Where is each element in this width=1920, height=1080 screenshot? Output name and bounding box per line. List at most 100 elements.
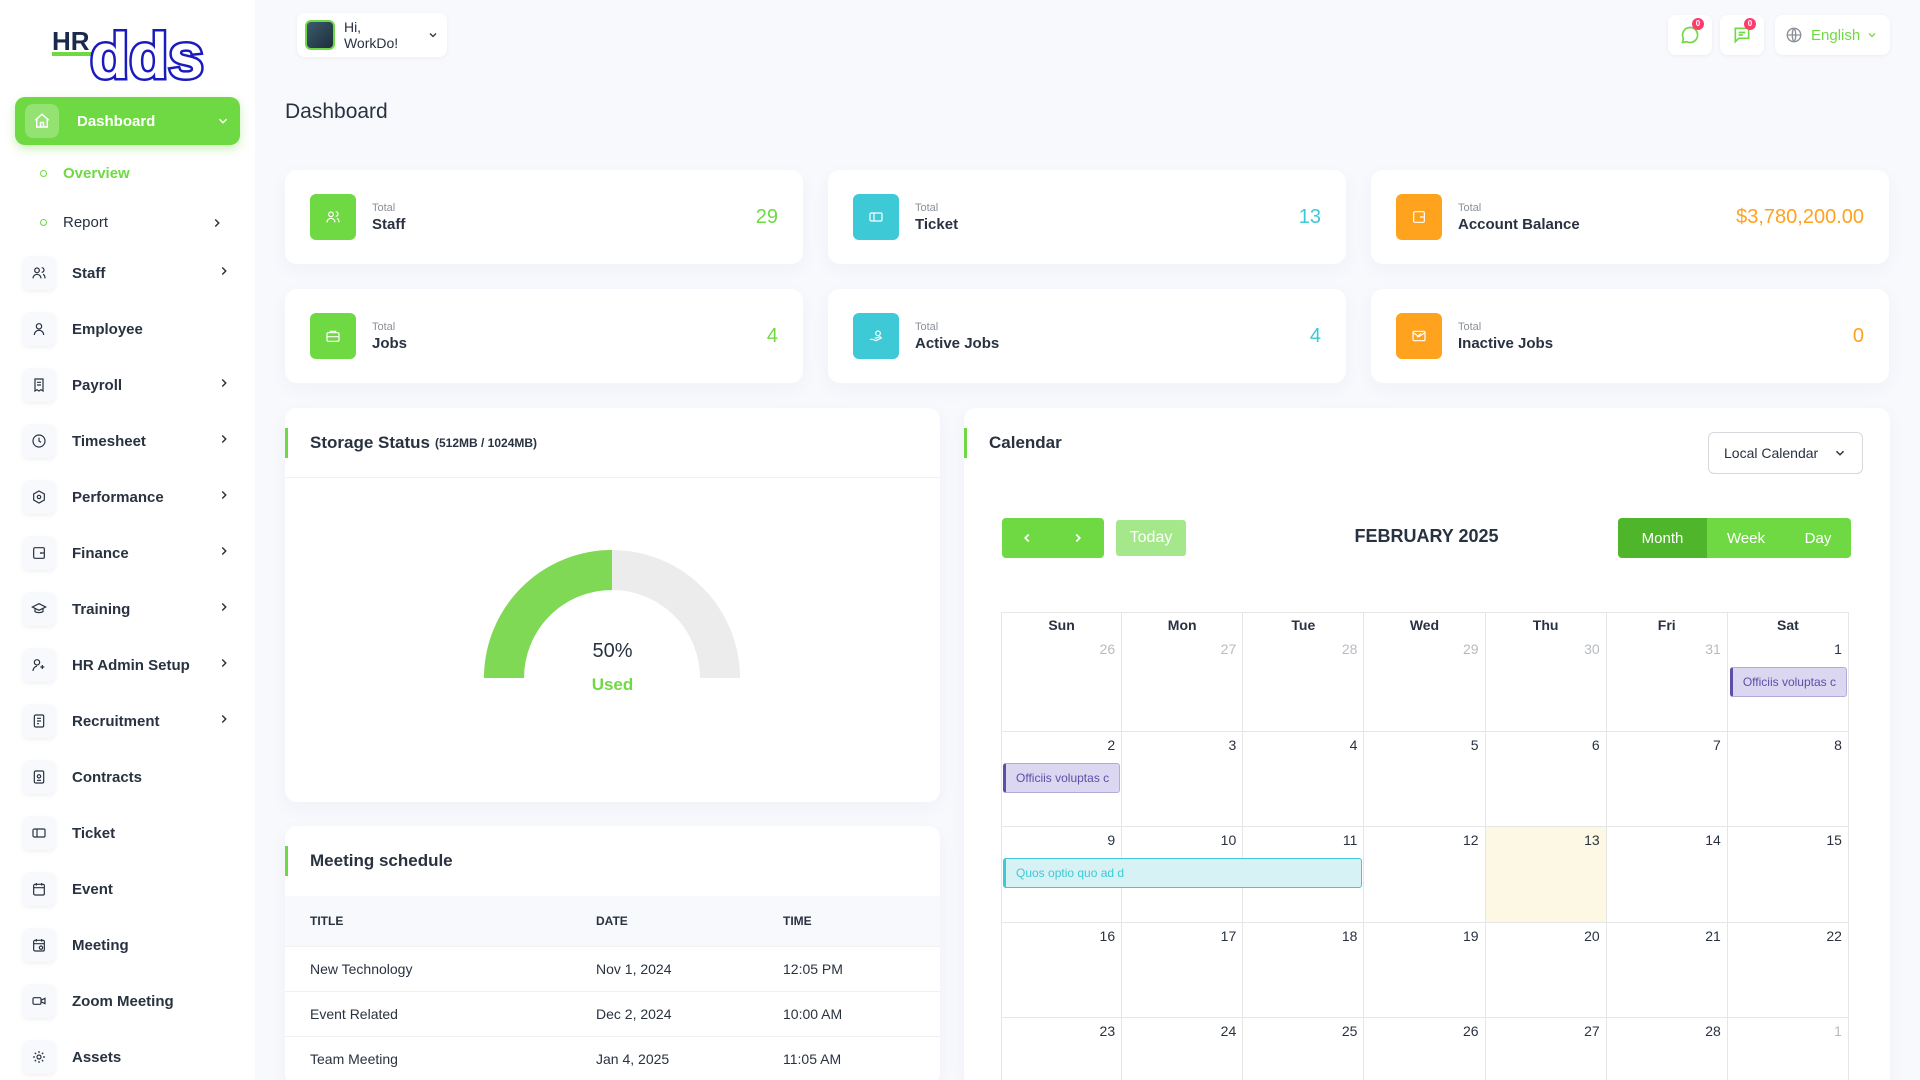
stat-text: Total Staff — [372, 202, 756, 233]
calendar-event[interactable]: Officiis voluptas c — [1729, 667, 1847, 697]
calendar-day-cell[interactable]: 30 — [1485, 636, 1607, 732]
wallet-icon — [1413, 211, 1425, 223]
calendar-day-cell[interactable]: 3 — [1122, 731, 1244, 827]
sidebar-item-hr-admin-setup[interactable]: HR Admin Setup — [22, 645, 237, 685]
table-row[interactable]: New Technology Nov 1, 2024 12:05 PM — [285, 946, 940, 991]
submenu-indicator — [217, 656, 231, 675]
calendar-day-cell[interactable]: 18 — [1243, 922, 1365, 1018]
view-day-button[interactable]: Day — [1785, 518, 1851, 558]
calendar-event[interactable]: Officiis voluptas c — [1003, 762, 1121, 793]
messages-button[interactable]: 0 — [1668, 15, 1712, 55]
sidebar-item-ticket[interactable]: Ticket — [22, 813, 237, 853]
calendar-day-cell[interactable]: 1 — [1728, 1018, 1849, 1080]
sidebar-item-training[interactable]: Training — [22, 589, 237, 629]
calendar-day-cell[interactable]: 26 — [1364, 1018, 1486, 1080]
calendar-day-cell[interactable]: 1 — [1727, 636, 1849, 732]
prev-month-button[interactable] — [1002, 518, 1052, 558]
user-plus-icon — [32, 659, 45, 672]
hand-coin-icon — [870, 330, 883, 342]
sidebar-icon-box — [22, 592, 56, 626]
calendar-day-cell[interactable]: 16 — [1001, 922, 1123, 1018]
calendar-day-cell[interactable]: 13 — [1485, 827, 1607, 923]
table-row[interactable]: Team Meeting Jan 4, 2025 11:05 AM — [285, 1036, 940, 1080]
meeting-title: Event Related — [310, 1006, 398, 1022]
stat-value: 29 — [755, 205, 778, 228]
day-number: 17 — [1220, 927, 1237, 944]
day-number: 15 — [1826, 832, 1842, 848]
sidebar-item-event[interactable]: Event — [22, 869, 237, 909]
receipt-icon — [34, 378, 44, 393]
calendar-day-cell[interactable]: 15 — [1727, 827, 1849, 923]
chevron-right-icon — [221, 266, 227, 275]
sidebar-item-recruitment[interactable]: Recruitment — [22, 701, 237, 741]
stat-label: Account Balance — [1458, 215, 1580, 233]
submenu-indicator — [217, 264, 231, 283]
calendar-day-cell[interactable]: 26 — [1001, 636, 1123, 732]
view-week-button[interactable]: Week — [1707, 518, 1785, 558]
sidebar-item-payroll[interactable]: Payroll — [22, 365, 237, 405]
sidebar-item-employee[interactable]: Employee — [22, 309, 237, 349]
table-row[interactable]: Event Related Dec 2, 2024 10:00 AM — [285, 991, 940, 1036]
calendar-day-cell[interactable]: 31 — [1606, 636, 1728, 732]
sidebar-item-label: Finance — [72, 544, 129, 562]
sidebar-item-timesheet[interactable]: Timesheet — [22, 421, 237, 461]
sidebar: HR dds Dashboard Overview Report Staff Em… — [0, 0, 255, 1080]
brand-logo[interactable]: HR dds — [50, 10, 255, 88]
sidebar-item-finance[interactable]: Finance — [22, 533, 237, 573]
sidebar-item-staff[interactable]: Staff — [22, 253, 237, 293]
calendar-day-cell[interactable]: 6 — [1485, 731, 1607, 827]
school-icon — [31, 602, 47, 614]
submenu-indicator — [217, 376, 231, 395]
calendar-day-cell[interactable]: 11 — [1243, 827, 1365, 923]
calendar-day-cell[interactable]: 22 — [1727, 922, 1849, 1018]
calendar-day-cell[interactable]: 14 — [1606, 827, 1728, 923]
calendar-day-cell[interactable]: 12 — [1364, 827, 1486, 923]
calendar-day-cell[interactable]: 25 — [1243, 1018, 1365, 1080]
meeting-time: 12:05 PM — [783, 961, 843, 977]
view-month-button[interactable]: Month — [1618, 518, 1707, 558]
today-button[interactable]: Today — [1116, 520, 1186, 556]
sidebar-item-performance[interactable]: Performance — [22, 477, 237, 517]
calendar-event[interactable]: Quos optio quo ad d — [1003, 858, 1363, 888]
sidebar-sub-item-report[interactable]: Report — [40, 207, 108, 237]
calendar-day-cell[interactable]: 28 — [1243, 636, 1365, 732]
calendar-day-cell[interactable]: 5 — [1364, 731, 1486, 827]
license-icon — [33, 714, 45, 728]
storage-gauge — [484, 550, 740, 679]
calendar-day-cell[interactable]: 7 — [1606, 731, 1728, 827]
calendar-source-select[interactable]: Local Calendar — [1708, 432, 1863, 474]
calendar-day-cell[interactable]: 2 — [1001, 731, 1123, 827]
calendar-day-cell[interactable]: 8 — [1727, 731, 1849, 827]
day-number: 29 — [1462, 641, 1479, 657]
card-title: Meeting schedule — [310, 851, 453, 870]
calendar-day-cell[interactable]: 28 — [1607, 1018, 1728, 1080]
day-number: 1 — [1834, 641, 1842, 657]
sidebar-icon-box — [22, 424, 56, 458]
calendar-day-cell[interactable]: 23 — [1001, 1018, 1123, 1080]
next-month-button[interactable] — [1052, 518, 1104, 558]
column-date: DATE — [596, 914, 628, 928]
users-icon — [326, 211, 340, 223]
calendar-day-cell[interactable]: 27 — [1122, 636, 1244, 732]
calendar-day-cell[interactable]: 17 — [1122, 922, 1244, 1018]
sidebar-item-meeting[interactable]: Meeting — [22, 925, 237, 965]
stat-value: 0 — [1852, 324, 1864, 347]
sidebar-item-zoom-meeting[interactable]: Zoom Meeting — [22, 981, 237, 1021]
calendar-day-cell[interactable]: 27 — [1486, 1018, 1607, 1080]
notifications-button[interactable]: 0 — [1720, 15, 1764, 55]
chevron-right-icon — [221, 546, 227, 555]
user-menu[interactable]: Hi, WorkDo! — [297, 13, 447, 57]
meeting-title: New Technology — [310, 961, 413, 977]
calendar-day-cell[interactable]: 19 — [1364, 922, 1486, 1018]
calendar-day-cell[interactable]: 20 — [1485, 922, 1607, 1018]
language-selector[interactable]: English — [1775, 15, 1890, 55]
calendar-day-cell[interactable]: 4 — [1243, 731, 1365, 827]
calendar-day-cell[interactable]: 21 — [1606, 922, 1728, 1018]
stat-value: 4 — [1309, 324, 1321, 347]
sidebar-item-assets[interactable]: Assets — [22, 1037, 237, 1077]
sidebar-item-contracts[interactable]: Contracts — [22, 757, 237, 797]
calendar-day-cell[interactable]: 24 — [1122, 1018, 1244, 1080]
sidebar-sub-item-overview[interactable]: Overview — [40, 158, 130, 188]
sidebar-item-dashboard[interactable]: Dashboard — [15, 97, 240, 145]
calendar-day-cell[interactable]: 29 — [1364, 636, 1486, 732]
